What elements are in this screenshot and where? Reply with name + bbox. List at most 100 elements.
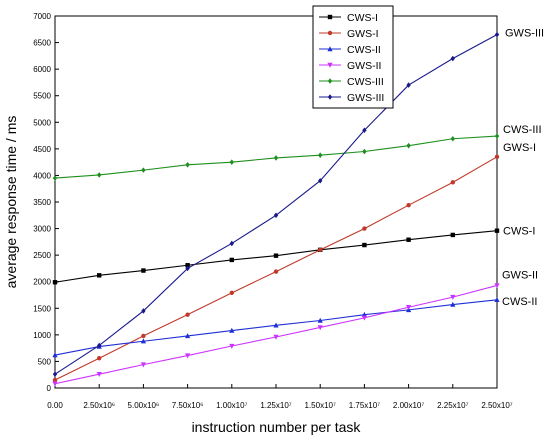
legend-box [312,5,394,109]
data-point [140,362,146,368]
x-tick-label: 1.50x10⁷ [305,401,336,410]
data-point [229,290,234,296]
x-tick-label: 2.25x10⁷ [437,401,468,410]
series-cws-i [52,228,500,285]
data-point [185,263,190,268]
data-point [52,175,58,181]
data-point [273,269,279,274]
data-point [317,325,323,331]
data-point [52,280,58,285]
data-point [406,202,411,208]
data-point [185,312,190,317]
series-cws-iii [52,133,500,181]
series-cws-ii [52,296,500,358]
data-point [229,257,234,263]
y-tick-label: 4500 [33,145,51,154]
data-point [52,377,58,383]
data-point [494,228,500,233]
data-point [97,342,102,349]
series-gws-iii [52,31,500,377]
data-point [141,308,146,314]
series-layer [52,31,500,387]
data-point [406,237,411,242]
data-point [97,356,102,361]
data-point [229,343,235,349]
y-tick-label: 1500 [33,304,51,313]
series-end-label: GWS-I [503,142,536,154]
series-line [54,284,498,385]
data-point [273,212,279,219]
data-point [185,353,191,359]
data-point [141,333,146,339]
data-point [494,133,500,139]
x-tick-label: 2.50x10⁷ [481,401,512,410]
legend-label: CWS-III [347,76,384,88]
x-tick-label: 5.00x10⁶ [128,401,160,410]
y-tick-label: 0 [47,384,52,393]
data-point [229,240,234,247]
y-tick-label: 6000 [33,65,51,74]
data-point [185,333,191,339]
data-point [450,301,456,307]
data-point [327,62,333,68]
data-point [97,172,102,178]
legend-item: CWS-I [319,12,378,24]
x-tick-label: 1.00x10⁷ [216,401,247,410]
data-point [140,338,146,344]
data-point [185,265,190,272]
legend-label: GWS-I [347,28,379,40]
data-point [318,152,323,159]
data-point [494,296,500,302]
series-end-label: GWS-III [505,28,544,40]
x-tick-label: 2.00x10⁷ [393,401,424,410]
series-end-label: GWS-II [502,269,538,281]
legend-label: GWS-III [347,92,384,104]
series-end-label: CWS-I [503,226,535,238]
data-point [494,31,500,38]
data-point [362,226,367,231]
y-tick-label: 2500 [33,251,51,260]
data-point [52,352,58,358]
legend-item: GWS-III [319,92,384,104]
x-axis-title: instruction number per task [192,419,362,435]
data-point [450,180,455,185]
y-axis-ticks: 0 500 1000 1500 2000 2500 3000 3500 4000 4500 5000… [33,12,59,393]
data-point [362,127,367,134]
data-point [494,154,500,160]
data-point [450,55,455,62]
x-tick-label: 1.75x10⁷ [349,401,380,410]
legend-item: CWS-II [319,44,381,56]
data-point [318,177,323,184]
data-point [327,30,333,36]
data-point [327,46,333,52]
data-point [406,142,411,149]
data-point [494,283,500,289]
data-point [317,317,323,323]
x-axis-ticks: 0.00 2.50x10⁶ 5.00x10⁶ 7.50x10⁶ 1.00x10⁷ 1.25… [47,384,513,410]
data-point [273,155,279,161]
data-point [327,94,333,100]
legend-item: GWS-II [319,60,381,72]
y-tick-label: 5000 [33,118,51,127]
data-point [406,305,412,311]
legend-label: GWS-II [347,60,381,72]
data-point [362,242,367,248]
series-end-label: CWS-III [503,124,542,136]
data-point [273,253,279,258]
data-point [97,273,102,278]
x-tick-label: 2.50x10⁶ [83,401,115,410]
series-line [54,156,498,381]
y-tick-label: 5500 [33,92,51,101]
x-tick-label: 1.25x10⁷ [260,401,291,410]
data-point [229,327,235,333]
legend-item: GWS-I [319,28,379,40]
y-tick-label: 4000 [33,171,51,180]
legend-item: CWS-III [319,76,384,88]
data-point [361,315,367,321]
series-gws-i [52,154,500,383]
y-tick-label: 6500 [33,39,51,48]
x-tick-label: 7.50x10⁶ [172,401,204,410]
data-point [273,322,279,328]
data-point [327,14,333,20]
data-point [273,334,279,340]
